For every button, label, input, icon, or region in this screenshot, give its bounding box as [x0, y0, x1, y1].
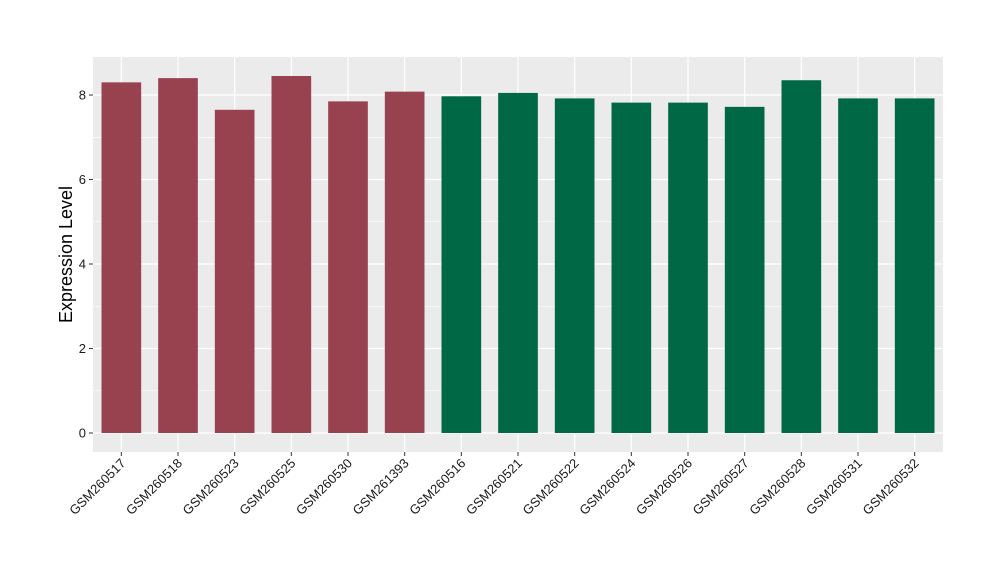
x-tick-label: GSM260527: [690, 456, 752, 518]
x-tick-label: GSM260528: [746, 456, 808, 518]
bar-gsm261393: [384, 91, 425, 433]
x-axis: GSM260517GSM260518GSM260523GSM260525GSM2…: [66, 452, 922, 518]
y-tick-label: 2: [79, 341, 86, 356]
bar-gsm260525: [271, 76, 312, 433]
x-tick-label: GSM260522: [520, 456, 582, 518]
bar-gsm260517: [101, 82, 142, 433]
bars: [101, 76, 935, 433]
bar-gsm260516: [441, 96, 482, 433]
bar-gsm260524: [611, 102, 652, 433]
x-tick-label: GSM260530: [293, 456, 355, 518]
bar-gsm260523: [214, 109, 255, 433]
x-tick-label: GSM260526: [633, 456, 695, 518]
y-tick-label: 6: [79, 172, 86, 187]
bar-gsm260518: [158, 78, 198, 433]
x-tick-label: GSM260524: [576, 456, 638, 518]
bar-gsm260531: [838, 98, 878, 433]
bar-gsm260530: [328, 101, 368, 433]
y-axis: 0 2 4 6 8: [79, 88, 93, 440]
bar-gsm260522: [554, 98, 595, 433]
x-tick-label: GSM260523: [180, 456, 242, 518]
x-tick-label: GSM260516: [406, 456, 468, 518]
bar-gsm260521: [498, 92, 538, 433]
x-tick-label: GSM260517: [66, 456, 128, 518]
y-axis-title: Expression Level: [56, 186, 76, 323]
bar-gsm260527: [724, 106, 765, 433]
x-tick-label: GSM261393: [350, 456, 412, 518]
x-tick-label: GSM260532: [860, 456, 922, 518]
bar-gsm260532: [894, 98, 935, 433]
x-tick-label: GSM260521: [463, 456, 525, 518]
x-tick-label: GSM260518: [123, 456, 185, 518]
bar-gsm260528: [781, 80, 822, 433]
y-tick-label: 0: [79, 425, 86, 440]
y-tick-label: 4: [79, 257, 86, 272]
x-tick-label: GSM260525: [236, 456, 298, 518]
bar-gsm260526: [668, 102, 708, 433]
x-tick-label: GSM260531: [803, 456, 865, 518]
y-tick-label: 8: [79, 88, 86, 103]
